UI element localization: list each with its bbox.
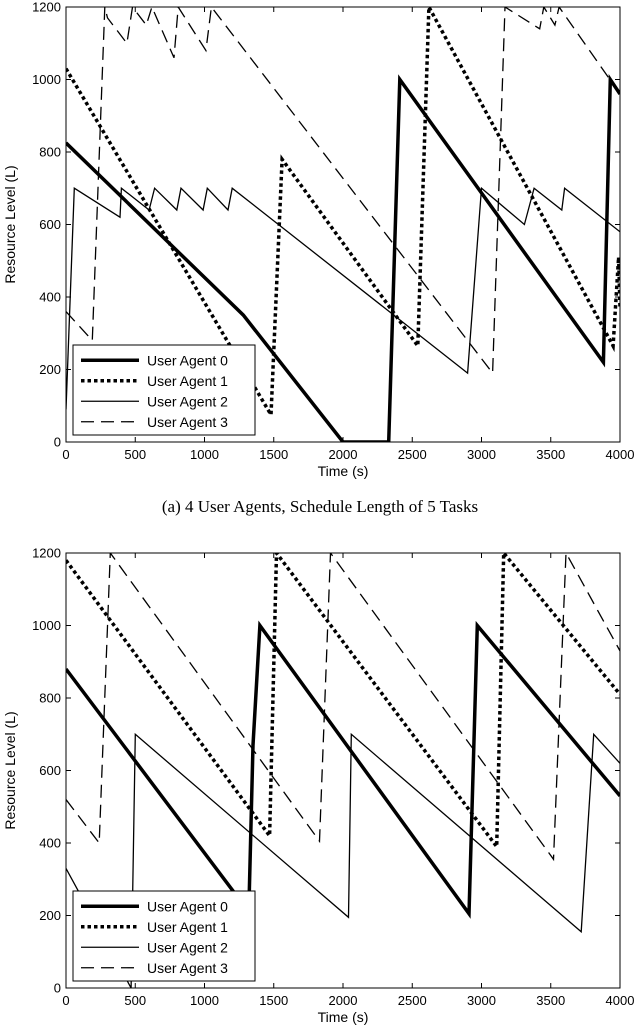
x-tick-label: 4000 [606,447,635,462]
y-tick-label: 1200 [32,0,61,15]
y-tick-label: 400 [39,290,61,305]
series-layer [66,7,620,442]
x-axis-label: Time (s) [318,1009,369,1025]
x-tick-label: 2000 [329,447,358,462]
y-axis-label: Resource Level (L) [2,165,18,283]
legend: User Agent 0 User Agent 1 User Agent 2 User… [72,890,256,982]
legend-label-0: User Agent 0 [147,898,228,914]
x-axis-label: Time (s) [318,463,369,479]
series-line-1 [66,553,620,852]
series-line-1 [66,7,620,421]
y-tick-label: 400 [39,836,61,851]
series-line-3 [66,553,620,862]
legend-label-1: User Agent 1 [147,373,228,389]
x-tick-label: 2500 [398,993,427,1008]
legend-label-1: User Agent 1 [147,919,228,935]
series-line-0 [66,620,620,919]
chart-caption: (a) 4 User Agents, Schedule Length of 5 … [162,497,478,516]
x-tick-label: 2000 [329,993,358,1008]
y-tick-label: 200 [39,362,61,377]
y-axis-label: Resource Level (L) [2,711,18,829]
x-tick-label: 3000 [467,447,496,462]
legend: User Agent 0 User Agent 1 User Agent 2 User… [72,344,256,436]
x-tick-label: 500 [124,447,146,462]
x-tick-label: 1500 [259,993,288,1008]
ticks-layer: 0 500 1000 1500 2000 2500 3000 3500 4000 0 200 400 6… [32,0,634,462]
x-tick-label: 1500 [259,447,288,462]
y-tick-label: 200 [39,908,61,923]
x-tick-label: 3000 [467,993,496,1008]
y-tick-label: 600 [39,217,61,232]
series-line-0 [66,73,620,442]
legend-label-2: User Agent 2 [147,939,228,955]
legend-label-3: User Agent 3 [147,960,228,976]
x-tick-label: 0 [62,993,69,1008]
y-tick-label: 600 [39,763,61,778]
ticks-layer: 0 500 1000 1500 2000 2500 3000 3500 4000 0 200 400 6… [32,546,634,1009]
chart-b: 0 500 1000 1500 2000 2500 3000 3500 4000 0 200 400 6… [2,546,634,1026]
y-tick-label: 1200 [32,546,61,561]
series-line-2 [66,186,620,410]
y-tick-label: 1000 [32,618,61,633]
x-tick-label: 1000 [190,447,219,462]
legend-label-3: User Agent 3 [147,414,228,430]
y-tick-label: 1000 [32,72,61,87]
legend-label-0: User Agent 0 [147,352,228,368]
x-tick-label: 3500 [536,447,565,462]
x-tick-label: 1000 [190,993,219,1008]
y-tick-label: 0 [54,435,61,450]
x-tick-label: 0 [62,447,69,462]
x-tick-label: 4000 [606,993,635,1008]
legend-label-2: User Agent 2 [147,393,228,409]
y-tick-label: 800 [39,691,61,706]
chart-a: 0 500 1000 1500 2000 2500 3000 3500 4000 0 200 400 6… [2,0,634,516]
y-tick-label: 0 [54,981,61,996]
x-tick-label: 500 [124,993,146,1008]
x-tick-label: 3500 [536,993,565,1008]
y-tick-label: 800 [39,145,61,160]
series-line-3 [66,7,620,375]
x-tick-label: 2500 [398,447,427,462]
